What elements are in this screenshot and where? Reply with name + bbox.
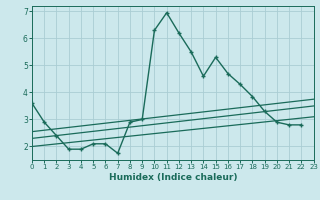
X-axis label: Humidex (Indice chaleur): Humidex (Indice chaleur) xyxy=(108,173,237,182)
